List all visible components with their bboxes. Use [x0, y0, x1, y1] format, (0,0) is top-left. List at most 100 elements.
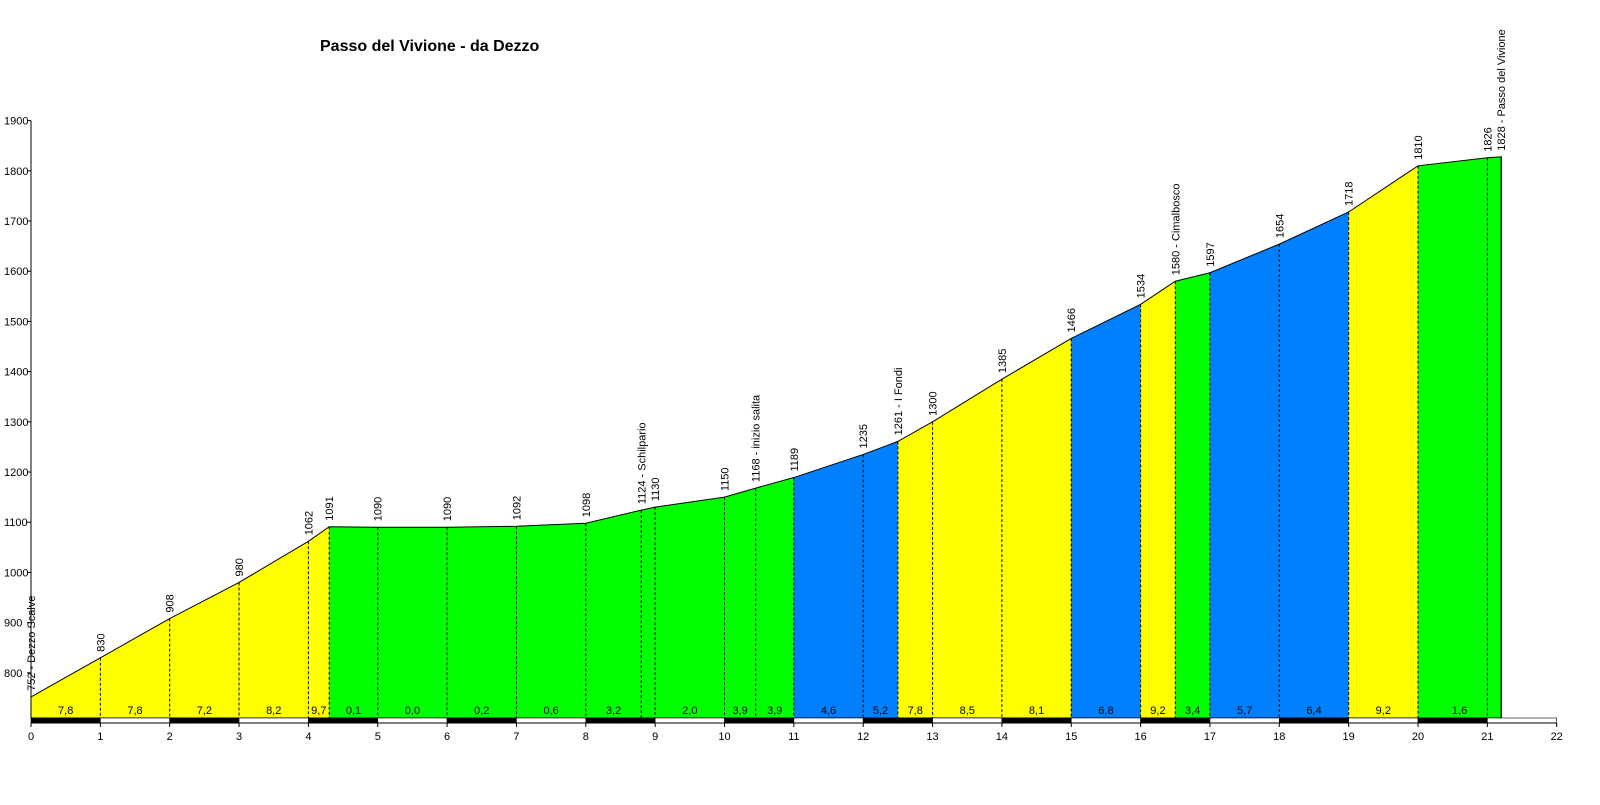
point-label-27: 1828 - Passo del Vivione — [1496, 29, 1508, 151]
point-label-11: 1130 — [650, 478, 662, 502]
km-strip — [30, 717, 1557, 724]
x-tick-label-20: 20 — [1412, 731, 1424, 743]
km-bar-19 — [1348, 717, 1419, 724]
x-tick-label-9: 9 — [652, 731, 658, 743]
point-label-26: 1826 — [1482, 127, 1494, 151]
point-labels: 752 - Dezzo Scalve 830 908 980 1062 1091 1090 1… — [26, 29, 1508, 691]
x-tick-label-4: 4 — [305, 731, 311, 743]
segment-fill-21 — [1175, 272, 1210, 718]
segment-fill-3 — [239, 541, 309, 718]
segment-fill-25 — [1418, 156, 1502, 718]
km-bar-1 — [100, 717, 170, 724]
x-tick-label-12: 12 — [857, 731, 869, 743]
gradient-label-11: 2,0 — [682, 705, 697, 717]
x-tick-label-21: 21 — [1481, 731, 1493, 743]
gradient-label-5: 0,1 — [346, 705, 361, 717]
gradient-label-13: 3,9 — [767, 705, 782, 717]
segment-fill-13 — [755, 477, 794, 718]
point-label-5: 1091 — [324, 496, 336, 520]
point-label-23: 1654 — [1274, 214, 1286, 238]
y-tick-label-11: 1900 — [4, 116, 28, 128]
profile-line — [30, 156, 1502, 719]
point-label-13: 1168 - inizio salita — [751, 394, 763, 482]
point-label-12: 1150 — [720, 467, 732, 491]
segment-fill-10 — [641, 507, 656, 718]
gradient-label-21: 3,4 — [1185, 705, 1200, 717]
segment-fill-4 — [308, 526, 330, 718]
point-label-18: 1385 — [997, 349, 1009, 373]
gradient-label-18: 8,1 — [1029, 705, 1044, 717]
gradient-label-24: 9,2 — [1376, 705, 1391, 717]
segment-fill-8 — [516, 523, 586, 718]
segment-fill-0 — [31, 657, 101, 718]
x-tick-label-2: 2 — [167, 731, 173, 743]
segment-fill-7 — [447, 526, 517, 718]
gradient-label-2: 7,2 — [197, 705, 212, 717]
y-tick-label-8: 1600 — [4, 266, 28, 278]
x-tick-label-10: 10 — [718, 731, 730, 743]
km-bar-12 — [862, 717, 933, 724]
gradient-label-16: 7,8 — [908, 705, 923, 717]
km-bar-17 — [1209, 717, 1280, 724]
segment-fill-19 — [1071, 304, 1141, 718]
gradient-label-20: 9,2 — [1150, 705, 1165, 717]
segment-fill-24 — [1348, 165, 1418, 719]
x-tick-label-22: 22 — [1551, 731, 1563, 743]
point-label-24: 1718 — [1344, 181, 1356, 205]
segment-fill-16 — [897, 421, 933, 718]
gradient-labels: 7,8 7,8 7,2 8,2 9,7 0,1 0,0 0,2 0,6 3,2 2,0 3,9 3,9 4… — [58, 705, 1467, 717]
gradient-label-22: 5,7 — [1237, 705, 1252, 717]
point-label-16: 1261 - I Fondi — [893, 368, 905, 436]
y-tick-label-7: 1500 — [4, 316, 28, 328]
gradient-label-25: 1,6 — [1452, 705, 1467, 717]
gradient-label-14: 4,6 — [821, 705, 836, 717]
point-label-25: 1810 — [1413, 135, 1425, 159]
point-label-7: 1090 — [442, 497, 454, 521]
km-bar-4 — [308, 717, 379, 724]
x-tick-label-11: 11 — [788, 731, 799, 743]
x-tick-label-0: 0 — [28, 731, 34, 743]
point-label-15: 1235 — [858, 424, 870, 448]
km-bar-8 — [585, 717, 656, 724]
gradient-label-9: 3,2 — [606, 705, 621, 717]
x-tick-label-19: 19 — [1343, 731, 1355, 743]
km-bar-20 — [1417, 717, 1488, 724]
x-tick-label-17: 17 — [1204, 731, 1216, 743]
km-bar-18 — [1279, 717, 1349, 724]
gradient-label-7: 0,2 — [474, 705, 489, 717]
y-tick-label-2: 1000 — [4, 567, 28, 579]
x-tick-label-8: 8 — [583, 731, 589, 743]
gradient-label-17: 8,5 — [960, 705, 975, 717]
point-label-2: 908 — [165, 594, 177, 612]
segment-fill-2 — [169, 582, 240, 718]
km-bar-2 — [169, 717, 240, 724]
km-bar-6 — [446, 717, 517, 724]
point-label-17: 1300 — [928, 391, 940, 415]
segment-fill-20 — [1140, 281, 1176, 718]
km-bar-5 — [377, 717, 448, 724]
segment-fill-5 — [329, 526, 378, 718]
point-label-6: 1090 — [373, 497, 385, 521]
x-tick-label-1: 1 — [97, 731, 103, 743]
segment-fill-11 — [655, 497, 725, 718]
point-label-19: 1466 — [1066, 308, 1078, 332]
x-tick-label-5: 5 — [375, 731, 381, 743]
y-axis: 800 900 1000 1100 1200 1300 1400 1500 1600 1700 18… — [4, 116, 32, 718]
gradient-label-1: 7,8 — [127, 705, 142, 717]
km-bar-15 — [1070, 717, 1141, 724]
km-bar-14 — [1001, 717, 1072, 724]
point-label-20: 1534 — [1136, 274, 1148, 298]
km-bar-10 — [724, 717, 795, 724]
point-label-10: 1124 - Schilpario — [636, 422, 648, 504]
y-tick-label-4: 1200 — [4, 467, 28, 479]
km-bar-3 — [238, 717, 309, 724]
chart-title: Passo del Vivione - da Dezzo — [320, 38, 540, 55]
gradient-label-0: 7,8 — [58, 705, 73, 717]
x-axis: 0 1 2 3 4 5 6 7 8 9 10 11 12 13 14 15 16 17 18 19 20 21 22 — [28, 722, 1563, 743]
km-bar-7 — [516, 717, 587, 724]
segment-fill-1 — [100, 618, 170, 718]
segment-fill-22 — [1209, 244, 1280, 718]
gradient-label-15: 5,2 — [873, 705, 888, 717]
y-tick-label-6: 1400 — [4, 367, 28, 379]
gradient-label-3: 8,2 — [266, 705, 281, 717]
